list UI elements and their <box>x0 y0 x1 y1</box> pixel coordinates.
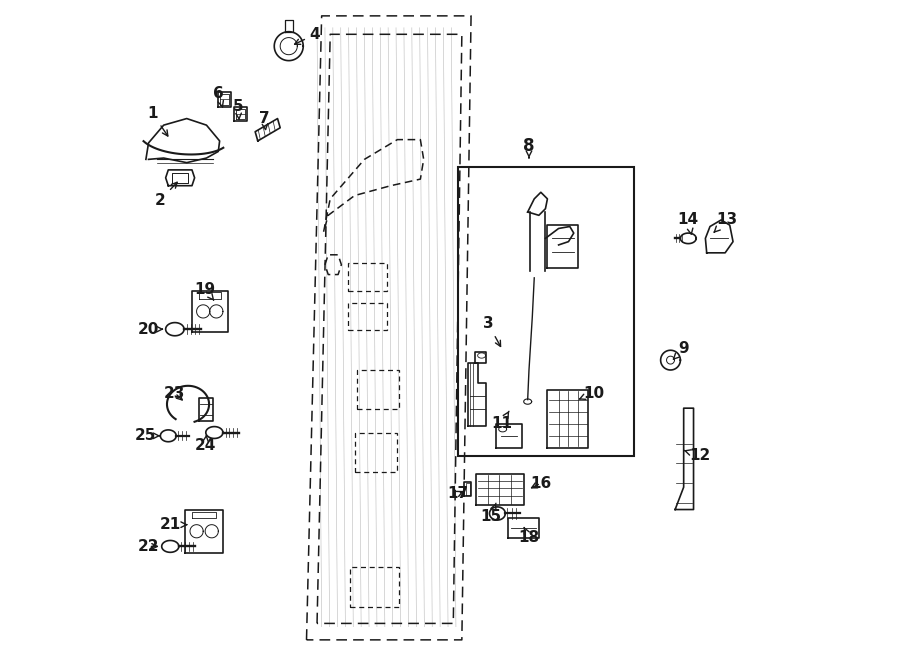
Text: 22: 22 <box>138 539 159 554</box>
Text: 17: 17 <box>447 486 469 501</box>
Text: 2: 2 <box>155 182 177 208</box>
Text: 14: 14 <box>678 212 698 234</box>
Bar <box>350 567 400 607</box>
Text: 7: 7 <box>259 111 270 130</box>
Text: 13: 13 <box>714 212 737 233</box>
Text: 15: 15 <box>481 503 501 524</box>
Text: 23: 23 <box>164 385 185 401</box>
Text: 8: 8 <box>523 137 535 158</box>
Text: 20: 20 <box>138 322 163 336</box>
Text: 3: 3 <box>483 317 500 346</box>
Text: 12: 12 <box>684 448 711 463</box>
Bar <box>355 432 397 472</box>
Bar <box>348 263 388 291</box>
Text: 10: 10 <box>580 385 604 401</box>
Bar <box>348 303 388 330</box>
Text: 19: 19 <box>194 282 216 300</box>
Bar <box>458 167 634 455</box>
Text: 1: 1 <box>148 106 167 136</box>
Text: 25: 25 <box>135 428 159 444</box>
Text: 9: 9 <box>673 342 689 360</box>
Text: 11: 11 <box>491 411 512 432</box>
Text: 4: 4 <box>294 27 320 44</box>
Text: 16: 16 <box>530 476 552 490</box>
Text: 21: 21 <box>159 517 187 532</box>
Text: 6: 6 <box>213 86 224 107</box>
Text: 24: 24 <box>194 436 216 453</box>
Bar <box>356 370 400 409</box>
Text: 18: 18 <box>518 527 539 545</box>
Text: 5: 5 <box>233 99 243 120</box>
